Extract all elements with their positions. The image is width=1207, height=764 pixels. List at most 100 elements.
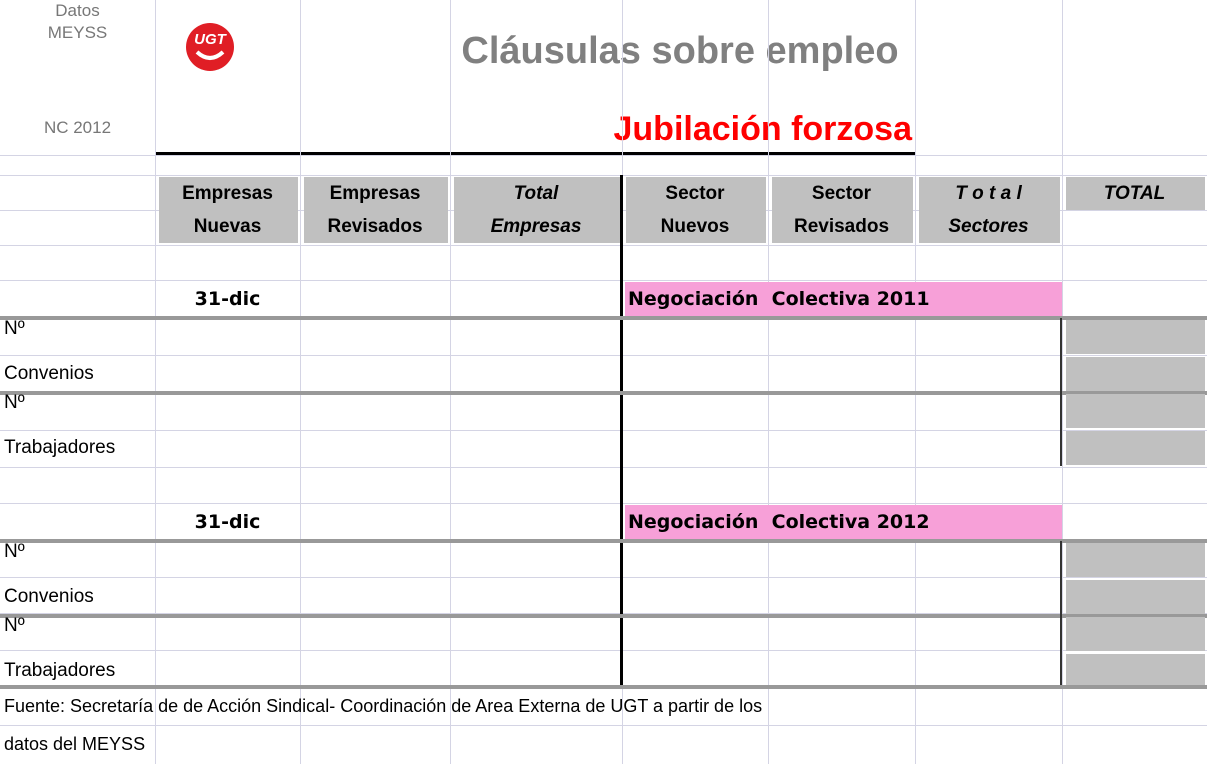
value (1062, 578, 1203, 615)
value (155, 578, 296, 615)
value (450, 615, 618, 652)
value (768, 392, 911, 429)
value (155, 615, 296, 652)
value (300, 578, 446, 615)
grid-line (0, 503, 1207, 504)
total-bg (1066, 357, 1205, 391)
source-line: MEYSS (47, 23, 108, 42)
logo-text: UGT (194, 31, 228, 48)
value (300, 652, 446, 689)
value (300, 429, 446, 466)
border (1060, 652, 1062, 689)
header-bg (919, 177, 1060, 243)
column-header: Nuevas (193, 215, 262, 237)
total-bg (1066, 654, 1205, 688)
value (622, 578, 764, 615)
band (625, 505, 1062, 540)
column-header: Sector (665, 182, 725, 204)
value (768, 652, 911, 689)
value (915, 355, 1058, 392)
column-header: T o t a l (955, 182, 1022, 204)
value (450, 652, 618, 689)
border (1060, 355, 1062, 392)
source-line: Datos (55, 1, 100, 20)
value (300, 318, 446, 355)
total-bg (1066, 394, 1205, 428)
column-header: Empresas (182, 182, 273, 204)
footer: Fuente: Secretaría de de Acción Sindical… (4, 696, 763, 716)
grid-line (0, 245, 1207, 246)
column-header: TOTAL (1103, 182, 1166, 204)
grid-line (0, 467, 1207, 468)
value (450, 392, 618, 429)
block-label: Negociación Colectiva 2012 (628, 511, 930, 533)
value (1062, 318, 1203, 355)
value (1062, 615, 1203, 652)
value (450, 578, 618, 615)
value (450, 355, 618, 392)
value (450, 318, 618, 355)
value (768, 578, 911, 615)
value (622, 429, 764, 466)
row-label: Nº (4, 392, 25, 413)
value (1062, 429, 1203, 466)
border (1060, 578, 1062, 615)
total-bg (1066, 617, 1205, 651)
border (1060, 392, 1062, 429)
total-bg (1066, 580, 1205, 614)
header-bg (159, 177, 298, 243)
value (915, 652, 1058, 689)
title: Cláusulas sobre empleo (461, 30, 899, 72)
column-header: Empresas (490, 215, 582, 237)
grid-line (0, 577, 1207, 578)
grid-line (0, 280, 1207, 281)
sep (0, 614, 1207, 618)
border (1060, 318, 1062, 355)
value (622, 355, 764, 392)
value (1062, 392, 1203, 429)
source: Datos MEYSS (0, 0, 155, 44)
value (768, 318, 911, 355)
logo: UGT (186, 23, 234, 71)
sep (0, 391, 1207, 395)
grid-line (0, 430, 1207, 431)
value (300, 541, 446, 578)
value (915, 615, 1058, 652)
date: 31-dic (194, 288, 261, 310)
value (915, 318, 1058, 355)
block-label: Negociación Colectiva 2011 (628, 288, 930, 310)
sep (0, 539, 1207, 543)
header-bg (304, 177, 448, 243)
header-bg (772, 177, 913, 243)
total-bg (1066, 320, 1205, 354)
footer: datos del MEYSS (4, 734, 146, 754)
column-header: Revisados (327, 215, 423, 237)
grid-line (300, 0, 301, 764)
value (1062, 541, 1203, 578)
column-header: Revisados (793, 215, 890, 237)
grid-line (0, 613, 1207, 614)
value (622, 615, 764, 652)
value (300, 615, 446, 652)
grid-line (155, 0, 156, 764)
value (768, 615, 911, 652)
column-header: Sectores (948, 215, 1029, 237)
value (1062, 652, 1203, 689)
column-header: Total (513, 182, 559, 204)
value (155, 429, 296, 466)
value (300, 355, 446, 392)
column-header: Empresas (329, 182, 421, 204)
row-label: Nº (4, 541, 25, 562)
grid-line (0, 175, 1207, 176)
row-label: Nº (4, 615, 25, 636)
grid-line (768, 0, 769, 764)
column-header: Nuevos (660, 215, 730, 237)
border (1060, 541, 1062, 578)
value (622, 652, 764, 689)
value (155, 392, 296, 429)
grid-line (450, 0, 451, 764)
value (155, 652, 296, 689)
row-label: Convenios (4, 362, 94, 384)
divider (620, 175, 623, 687)
